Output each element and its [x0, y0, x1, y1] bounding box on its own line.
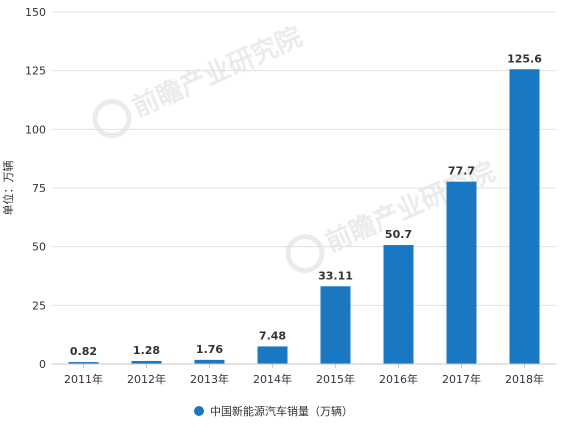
x-tick-label: 2013年 [190, 372, 229, 386]
bar[interactable] [194, 359, 225, 364]
gridlines [52, 11, 556, 306]
x-tick-label: 2017年 [442, 372, 481, 386]
x-tick-label: 2015年 [316, 372, 355, 386]
y-tick-label: 0 [39, 358, 46, 371]
bar[interactable] [131, 360, 162, 364]
bar[interactable] [509, 69, 540, 364]
data-label: 77.7 [448, 165, 475, 178]
data-labels: 0.82 1.28 1.76 7.48 33.11 50.7 77.7 125.6 [70, 52, 542, 358]
watermark-1: 前瞻产业研究院 [92, 21, 307, 139]
y-axis-label: 单位：万辆 [1, 161, 15, 216]
legend-label: 中国新能源汽车销量（万辆） [210, 404, 353, 418]
bar[interactable] [68, 362, 99, 364]
legend-marker-icon [194, 406, 204, 416]
watermarks: 前瞻产业研究院 前瞻产业研究院 [92, 21, 500, 274]
y-tick-label: 150 [25, 6, 46, 19]
x-tick-label: 2018年 [505, 372, 544, 386]
x-axis-ticks: 2011年 2012年 2013年 2014年 2015年 2016年 2017年 2018年 [64, 364, 544, 386]
y-axis-ticks: 0 25 50 75 100 125 150 [25, 6, 46, 371]
watermark-text-1: 前瞻产业研究院 [128, 21, 307, 123]
y-tick-label: 25 [32, 299, 46, 312]
x-tick-label: 2014年 [253, 372, 292, 386]
bar[interactable] [320, 286, 351, 364]
x-tick-label: 2011年 [64, 372, 103, 386]
data-label: 0.82 [70, 345, 97, 358]
y-tick-label: 50 [32, 241, 46, 254]
data-label: 50.7 [385, 228, 412, 241]
bars [68, 69, 540, 364]
watermark-logo-icon [92, 99, 132, 139]
bar[interactable] [383, 245, 414, 364]
data-label: 1.76 [196, 343, 223, 356]
data-label: 1.28 [133, 344, 160, 357]
x-tick-label: 2012年 [127, 372, 166, 386]
bar[interactable] [446, 181, 477, 364]
y-tick-label: 75 [32, 182, 46, 195]
y-tick-label: 100 [25, 123, 46, 136]
bar[interactable] [257, 346, 288, 364]
data-label: 33.11 [318, 269, 353, 282]
data-label: 7.48 [259, 329, 286, 342]
legend[interactable]: 中国新能源汽车销量（万辆） [194, 404, 353, 418]
x-tick-label: 2016年 [379, 372, 418, 386]
data-label: 125.6 [507, 52, 542, 65]
y-tick-label: 125 [25, 65, 46, 78]
